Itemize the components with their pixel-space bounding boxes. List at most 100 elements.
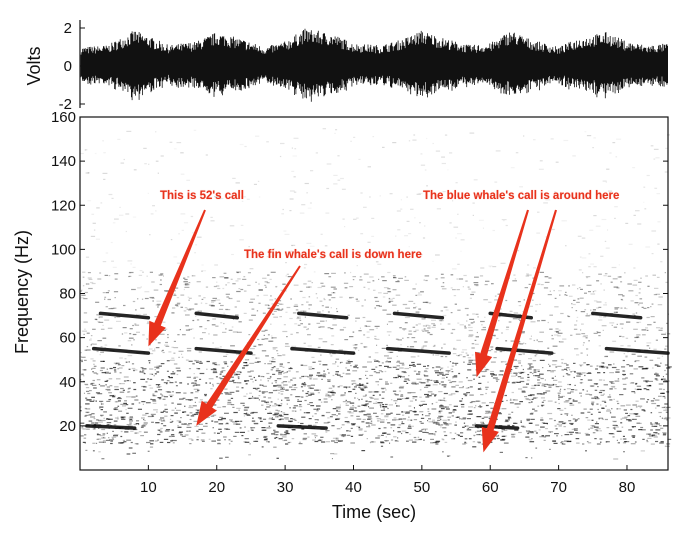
noise-speck xyxy=(539,436,544,438)
noise-speck xyxy=(323,401,328,403)
noise-speck xyxy=(242,404,245,407)
noise-speck xyxy=(80,427,84,429)
noise-speck xyxy=(93,418,96,420)
y-tick-label: 120 xyxy=(51,197,76,214)
noise-speck xyxy=(418,308,422,310)
noise-speck xyxy=(258,399,260,401)
noise-speck xyxy=(661,417,664,419)
noise-speck xyxy=(501,429,505,431)
noise-speck xyxy=(505,340,508,342)
noise-speck xyxy=(578,364,584,366)
noise-speck xyxy=(253,423,259,425)
noise-speck xyxy=(426,137,428,140)
noise-speck xyxy=(385,389,387,391)
noise-speck xyxy=(300,386,303,388)
noise-speck xyxy=(107,418,113,420)
noise-speck xyxy=(558,396,563,398)
noise-speck xyxy=(307,436,310,438)
noise-speck xyxy=(290,418,293,420)
noise-speck xyxy=(335,406,341,408)
noise-speck xyxy=(149,344,151,346)
noise-speck xyxy=(593,215,597,217)
noise-speck xyxy=(524,287,528,289)
red-arrow-icon xyxy=(481,209,557,453)
noise-speck xyxy=(328,396,332,398)
noise-speck xyxy=(108,437,110,439)
noise-speck xyxy=(407,379,411,381)
noise-speck xyxy=(253,440,259,442)
noise-speck xyxy=(520,371,526,373)
noise-speck xyxy=(160,411,164,413)
noise-speck xyxy=(272,313,275,315)
noise-speck xyxy=(86,390,90,392)
noise-speck xyxy=(219,276,225,278)
noise-speck xyxy=(408,405,412,407)
noise-speck xyxy=(128,368,131,370)
noise-speck xyxy=(336,410,338,412)
noise-speck xyxy=(442,451,444,453)
noise-speck xyxy=(611,408,613,410)
noise-speck xyxy=(588,428,590,430)
noise-speck xyxy=(650,429,653,431)
noise-speck xyxy=(116,401,119,403)
noise-speck xyxy=(285,389,289,391)
noise-speck xyxy=(624,416,629,418)
noise-speck xyxy=(267,274,270,276)
noise-speck xyxy=(131,396,136,398)
noise-speck xyxy=(145,381,148,383)
noise-speck xyxy=(569,431,574,433)
noise-speck xyxy=(140,378,145,380)
noise-speck xyxy=(375,437,380,439)
noise-speck xyxy=(82,271,86,273)
noise-speck xyxy=(430,438,434,440)
noise-speck xyxy=(186,426,192,428)
noise-speck xyxy=(598,417,603,419)
noise-speck xyxy=(282,354,286,356)
noise-speck xyxy=(544,379,546,381)
noise-speck xyxy=(420,382,426,384)
noise-speck xyxy=(444,134,448,136)
noise-speck xyxy=(582,443,585,445)
noise-speck xyxy=(205,286,209,288)
noise-speck xyxy=(472,441,476,443)
noise-speck xyxy=(145,412,149,415)
noise-speck xyxy=(578,269,582,271)
noise-speck xyxy=(612,436,615,438)
noise-speck xyxy=(477,406,483,408)
noise-speck xyxy=(90,344,92,346)
noise-speck xyxy=(161,395,165,397)
noise-speck xyxy=(400,375,402,377)
noise-speck xyxy=(105,388,111,391)
noise-speck xyxy=(327,368,329,370)
noise-speck xyxy=(363,385,368,388)
noise-speck xyxy=(85,399,91,401)
noise-speck xyxy=(634,360,637,363)
noise-speck xyxy=(333,174,338,176)
noise-speck xyxy=(97,278,102,280)
noise-speck xyxy=(155,304,158,306)
noise-speck xyxy=(116,397,122,400)
noise-speck xyxy=(525,275,530,277)
noise-speck xyxy=(638,281,642,283)
noise-speck xyxy=(566,431,571,433)
noise-speck xyxy=(86,399,92,401)
noise-speck xyxy=(554,375,556,377)
noise-speck xyxy=(225,393,229,395)
noise-speck xyxy=(184,434,189,436)
noise-speck xyxy=(645,327,648,329)
noise-speck xyxy=(587,411,591,413)
noise-speck xyxy=(599,430,602,432)
noise-speck xyxy=(362,433,364,435)
noise-speck xyxy=(420,348,424,350)
noise-speck xyxy=(167,391,172,393)
noise-speck xyxy=(603,366,609,368)
noise-speck xyxy=(378,254,380,257)
noise-speck xyxy=(151,415,154,417)
noise-speck xyxy=(155,390,158,392)
noise-speck xyxy=(301,204,306,206)
noise-speck xyxy=(595,225,601,227)
noise-speck xyxy=(239,371,242,374)
noise-speck xyxy=(636,336,639,338)
noise-speck xyxy=(611,324,613,326)
noise-speck xyxy=(626,419,631,421)
